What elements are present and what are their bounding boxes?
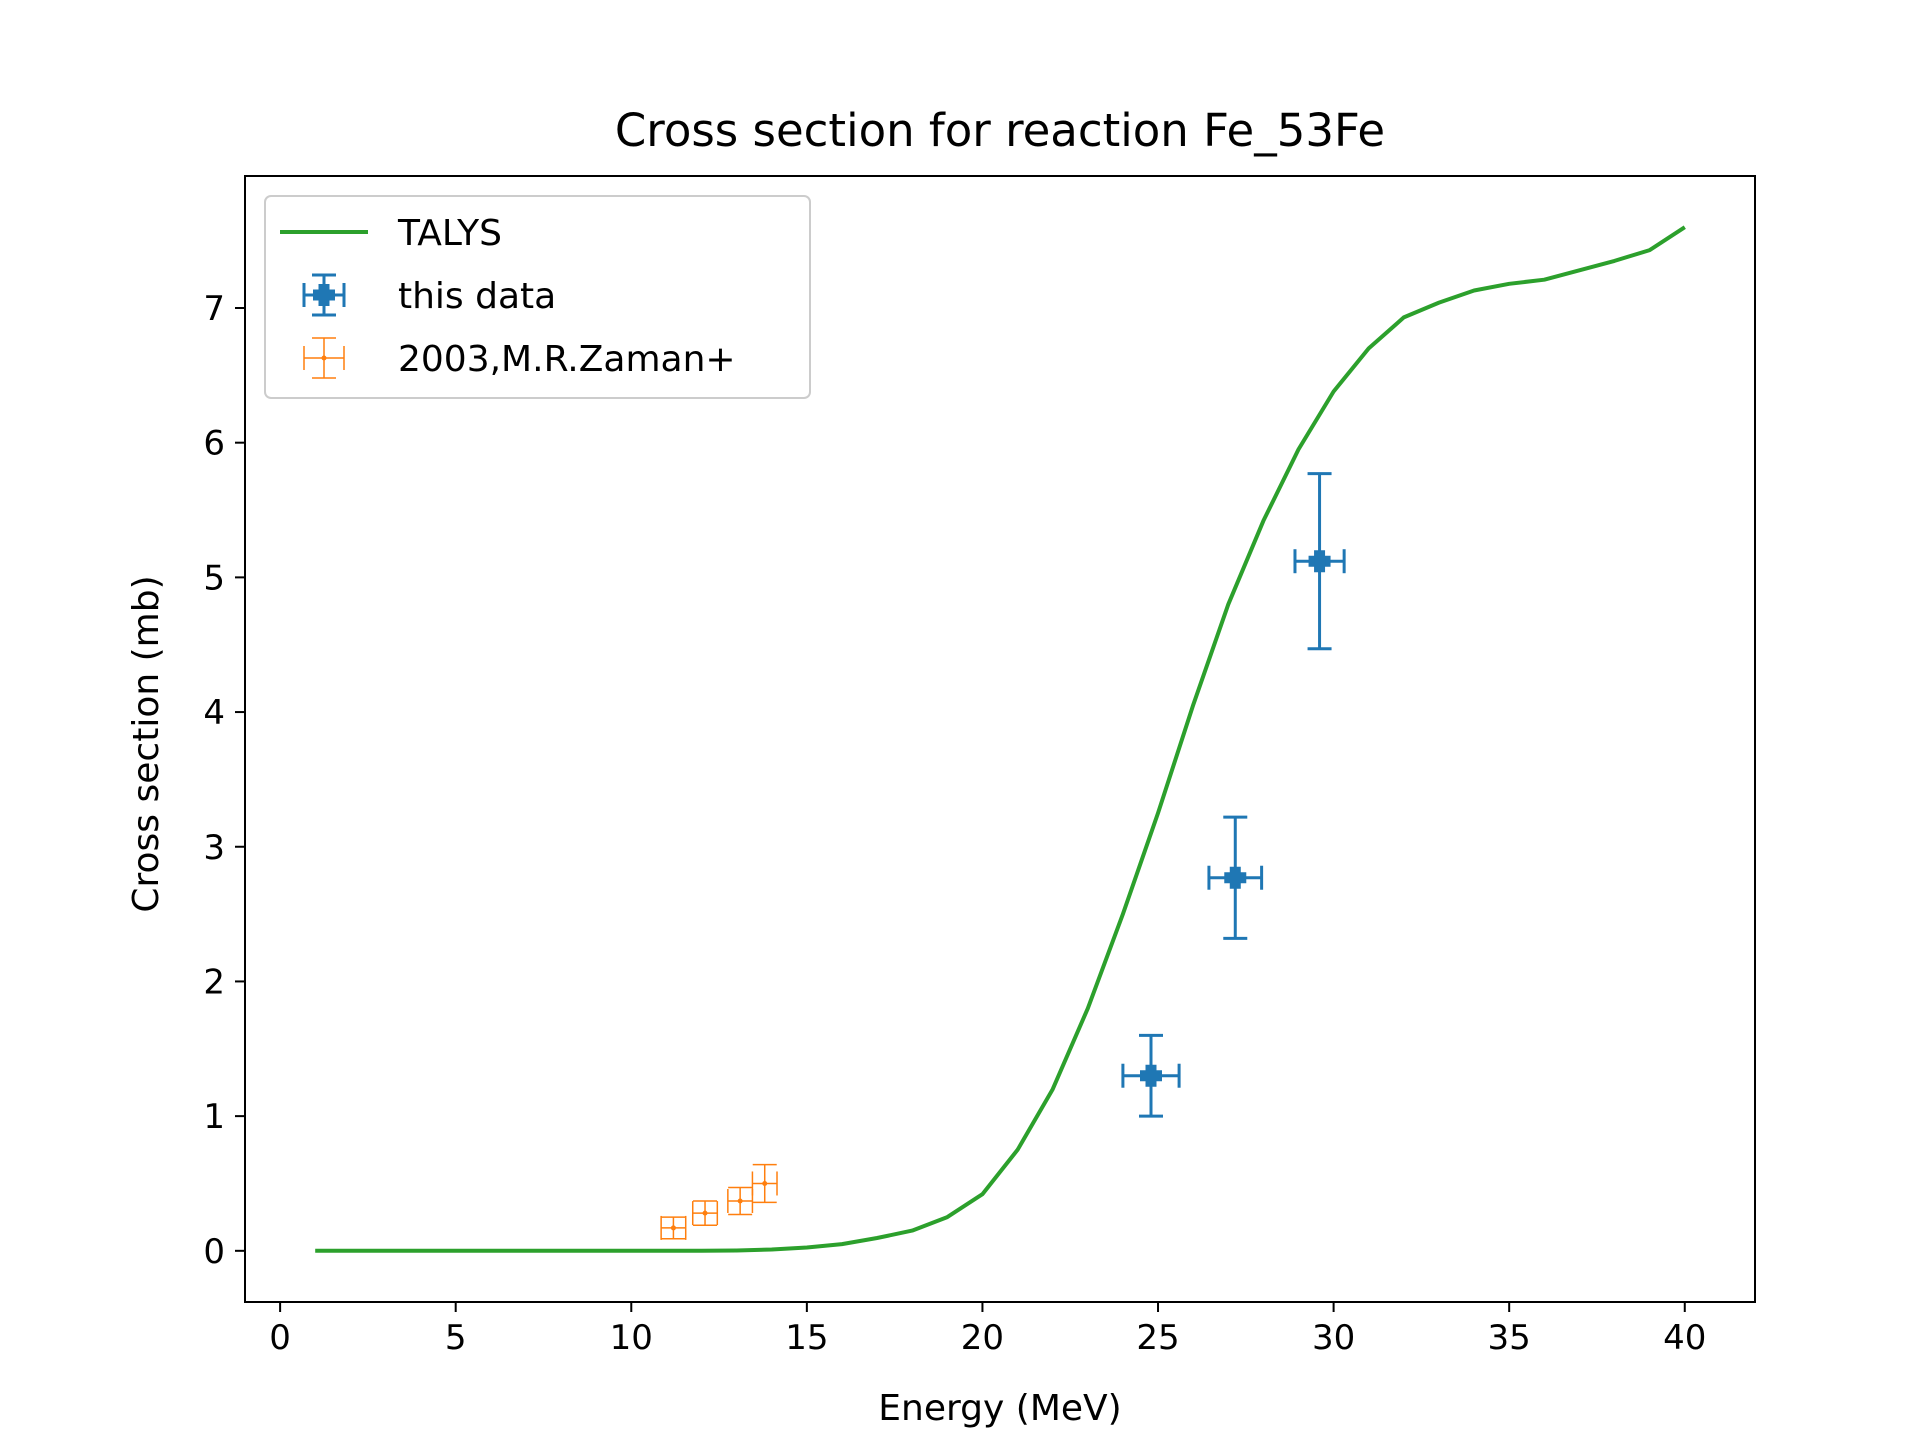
y-tick-label: 1: [203, 1097, 225, 1137]
x-tick-label: 40: [1663, 1318, 1706, 1358]
x-axis-label: Energy (MeV): [878, 1388, 1121, 1429]
x-tick-label: 30: [1312, 1318, 1355, 1358]
y-tick-label: 6: [203, 424, 225, 464]
marker: [737, 1198, 743, 1204]
plot-frame: [244, 175, 1756, 1303]
legend: TALYS this data 2003,M.R.Zaman+: [264, 195, 811, 399]
plot-area: [315, 225, 1686, 1253]
y-tick-label: 5: [203, 558, 225, 598]
y-tick-label: 2: [203, 962, 225, 1002]
chart-title: Cross section for reaction Fe_53Fe: [615, 104, 1385, 157]
zaman-point: [691, 1200, 719, 1226]
x-tick-label: 20: [961, 1318, 1004, 1358]
x-tick-label: 0: [269, 1318, 291, 1358]
legend-box: [264, 195, 811, 399]
legend-label-this-data: this data: [398, 276, 556, 317]
zaman-point: [660, 1215, 687, 1240]
y-tick-label: 3: [203, 828, 225, 868]
legend-swatch-this-data: [302, 273, 346, 317]
x-tick-label: 35: [1488, 1318, 1531, 1358]
legend-swatch-zaman: [303, 337, 345, 379]
x-tick-label: 15: [785, 1318, 828, 1358]
legend-label-talys: TALYS: [397, 213, 502, 254]
y-tick-label: 4: [203, 693, 225, 733]
talys-line: [315, 225, 1686, 1253]
y-tick-label: 7: [203, 289, 225, 329]
marker: [702, 1210, 708, 1216]
marker: [670, 1225, 676, 1231]
axes-ticks: 0 5 10 15 20 25 30 35 40 0 1 2 3 4 5 6 7: [203, 289, 1706, 1358]
y-tick-label: 0: [203, 1232, 225, 1272]
legend-marker: [321, 355, 327, 361]
legend-label-zaman: 2003,M.R.Zaman+: [398, 339, 736, 380]
x-tick-label: 25: [1136, 1318, 1179, 1358]
x-tick-label: 10: [610, 1318, 653, 1358]
y-axis-label: Cross section (mb): [126, 575, 167, 912]
x-tick-label: 5: [445, 1318, 467, 1358]
this-data-point: [1293, 472, 1346, 651]
zaman-point: [751, 1163, 778, 1204]
this-data-point: [1121, 1033, 1181, 1118]
zaman-point: [727, 1186, 754, 1216]
marker: [762, 1180, 768, 1186]
this-data-point: [1207, 815, 1264, 940]
